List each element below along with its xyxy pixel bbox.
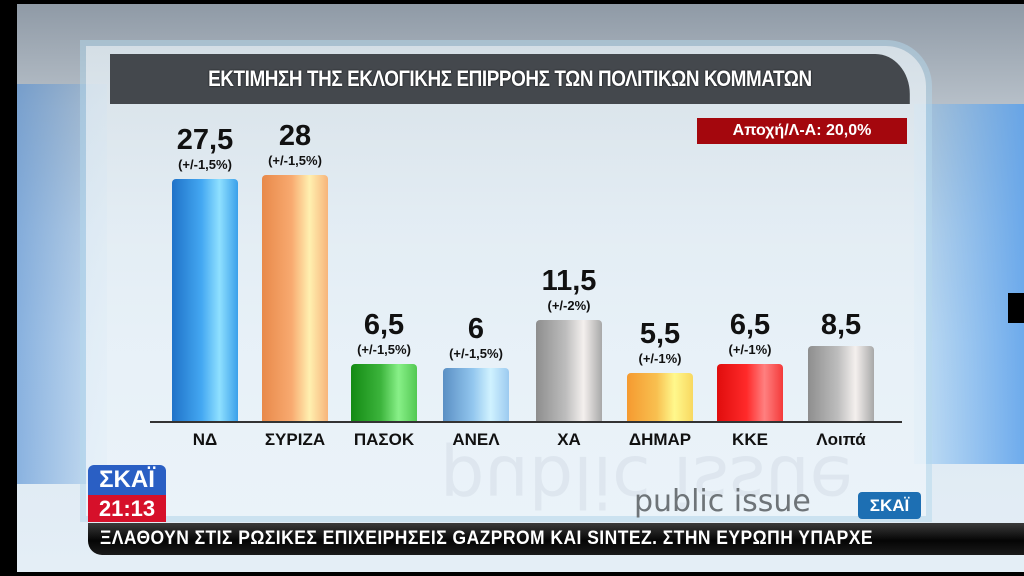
channel-logo: ΣΚΑΪ (88, 465, 166, 495)
bar-value-label: 11,5 (541, 265, 597, 297)
pollster-logo: public issue (634, 484, 811, 519)
bar (262, 175, 328, 421)
news-ticker: ΞΛΑΘΟΥΝ ΣΤΙΣ ΡΩΣΙΚΕΣ ΕΠΙΧΕΙΡΗΣΕΙΣ GAZPRO… (88, 523, 1024, 555)
bar (808, 346, 874, 421)
background-band (914, 104, 1024, 464)
category-label: ΔΗΜΑΡ (628, 430, 692, 449)
chart-title: ΕΚΤΙΜΗΣΗ ΤΗΣ ΕΚΛΟΓΙΚΗΣ ΕΠΙΡΡΟΗΣ ΤΩΝ ΠΟΛΙ… (110, 54, 910, 104)
category-label: ΧΑ (557, 430, 581, 449)
margin-of-error-label: (+/-1,5%) (178, 157, 232, 172)
bar (536, 320, 602, 421)
category-label: ΠΑΣΟΚ (353, 430, 415, 449)
bar (172, 179, 238, 421)
bar-value-label: 28 (278, 120, 312, 152)
abstention-badge: Αποχή/Λ-Α: 20,0% (697, 118, 907, 144)
bar-value-label: 6,5 (729, 309, 771, 341)
margin-of-error-label: (+/-2%) (547, 298, 591, 313)
edge-artifact (1008, 293, 1024, 323)
bar (351, 364, 417, 421)
category-label: ΝΔ (192, 430, 218, 449)
bar-value-label: 6 (467, 313, 485, 345)
broadcast-clock: 21:13 (88, 495, 166, 522)
category-label: ΑΝΕΛ (452, 430, 500, 449)
category-label: ΚΚΕ (732, 430, 768, 449)
bar (717, 364, 783, 421)
ticker-text: ΞΛΑΘΟΥΝ ΣΤΙΣ ΡΩΣΙΚΕΣ ΕΠΙΧΕΙΡΗΣΕΙΣ GAZPRO… (100, 528, 873, 549)
margin-of-error-label: (+/-1%) (728, 342, 772, 357)
bar-value-label: 8,5 (820, 309, 862, 341)
category-label: Λοιπά (816, 430, 866, 449)
chart-baseline (150, 421, 902, 423)
bar-value-label: 6,5 (363, 309, 405, 341)
bar-value-label: 27,5 (176, 124, 234, 156)
bar-value-label: 5,5 (639, 318, 681, 350)
bar (627, 373, 693, 421)
margin-of-error-label: (+/-1,5%) (449, 346, 503, 361)
category-label: ΣΥΡΙΖΑ (264, 430, 326, 449)
bar (443, 368, 509, 421)
margin-of-error-label: (+/-1%) (638, 351, 682, 366)
margin-of-error-label: (+/-1,5%) (357, 342, 411, 357)
chart-title-text: ΕΚΤΙΜΗΣΗ ΤΗΣ ΕΚΛΟΓΙΚΗΣ ΕΠΙΡΡΟΗΣ ΤΩΝ ΠΟΛΙ… (208, 66, 812, 91)
margin-of-error-label: (+/-1,5%) (268, 153, 322, 168)
channel-badge: ΣΚΑΪ (858, 492, 921, 519)
